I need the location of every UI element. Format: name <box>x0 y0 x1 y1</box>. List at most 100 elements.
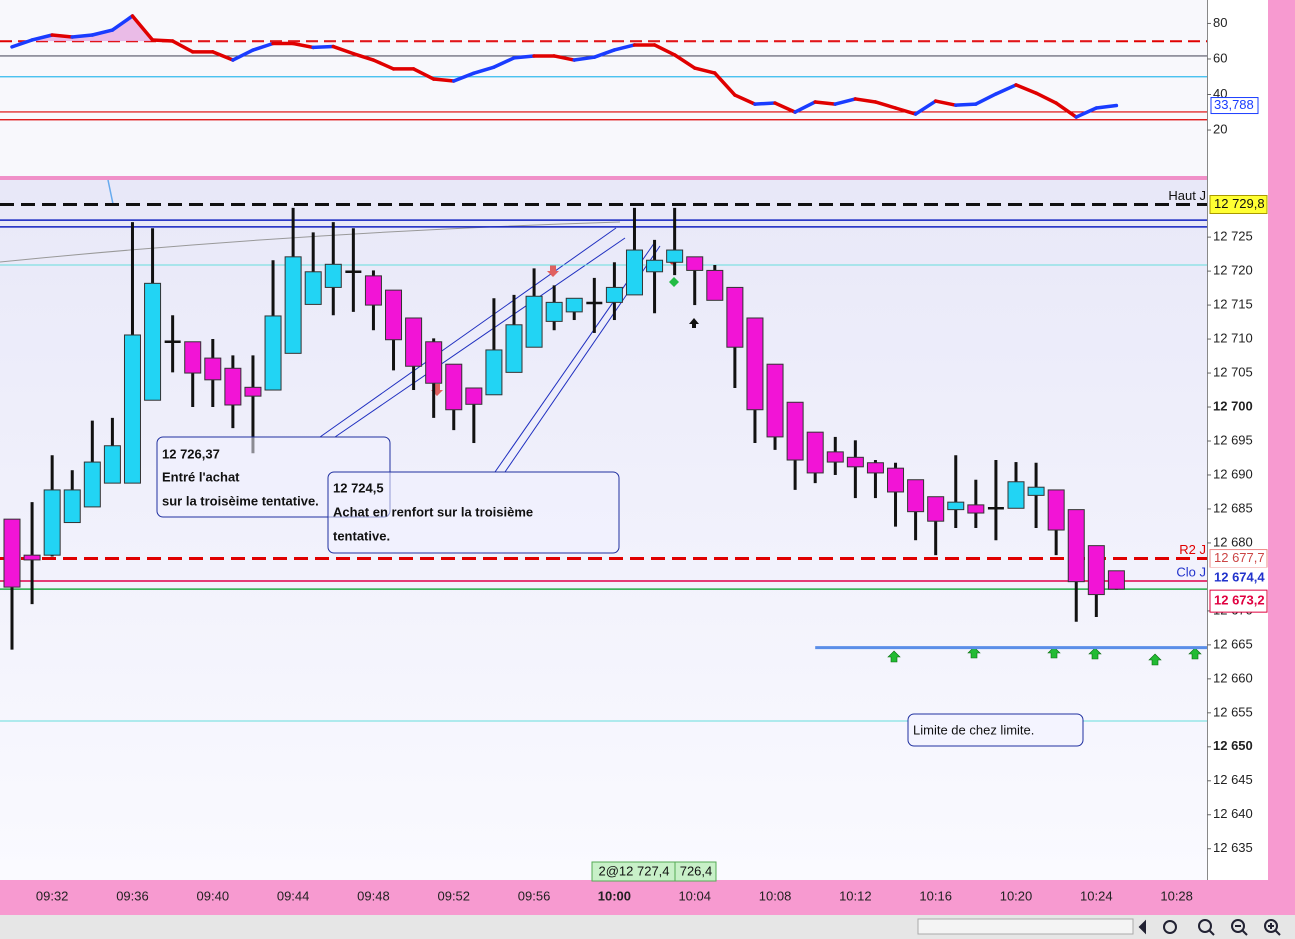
oscillator-segment <box>371 58 396 71</box>
y-tick-label: 12 720 <box>1213 263 1253 278</box>
level-value-label: 12 674,4 <box>1214 569 1265 584</box>
oscillator-segment <box>231 48 255 62</box>
x-tick-label: 09:44 <box>277 888 310 903</box>
oscillator-segment <box>472 65 496 75</box>
level-value-box <box>1209 195 1268 215</box>
annotation-text: Limite de chez limite. <box>913 722 1034 737</box>
candle-body <box>23 554 41 561</box>
candle-body <box>887 467 905 493</box>
candle-body <box>666 249 684 263</box>
oscillator-segment <box>873 100 898 110</box>
y-tick-label: 12 700 <box>1213 398 1253 413</box>
oscillator-segment <box>672 53 697 70</box>
oscillator-segment <box>10 38 34 49</box>
oscillator-segment <box>351 51 376 62</box>
oscillator-segment <box>592 48 617 59</box>
oscillator-segment <box>652 43 677 57</box>
toolbar-icons[interactable] <box>1138 919 1281 936</box>
oscillator-segment <box>1034 91 1058 105</box>
annotation-box <box>907 713 1084 747</box>
y-tick-label: 12 685 <box>1213 500 1253 515</box>
y-tick-label: 12 705 <box>1213 364 1253 379</box>
oscillator-segment <box>211 50 235 62</box>
oscillator-segment <box>753 101 777 106</box>
candle-body <box>1007 481 1025 509</box>
oscillator-segment <box>452 71 476 83</box>
x-tick-label: 09:32 <box>36 888 69 903</box>
candle-body <box>565 297 583 313</box>
annotation-text: Entré l'achat <box>162 469 240 484</box>
candle-body <box>947 501 965 511</box>
annotation-box <box>327 471 620 554</box>
oscillator-segment <box>1014 83 1038 95</box>
oscillator-segment <box>251 41 275 52</box>
overbought-fill <box>12 15 1117 42</box>
y-tick-label: 80 <box>1213 15 1227 30</box>
level-value-label: 12 729,8 <box>1214 196 1265 211</box>
oscillator-segment <box>954 102 978 107</box>
scroll-thumb[interactable] <box>917 918 1134 935</box>
y-tick-label: 12 715 <box>1213 297 1253 312</box>
level-name: Haut J <box>1168 188 1206 203</box>
oscillator-segment <box>130 14 155 42</box>
trade-label: 726,4 <box>680 863 713 878</box>
candle-body <box>967 504 985 514</box>
oscillator-segment <box>994 83 1018 96</box>
oscillator-segment <box>933 99 958 107</box>
side-bar <box>1268 0 1295 939</box>
candle-body <box>1027 486 1045 496</box>
panel-separator <box>0 176 1207 180</box>
y-tick-label: 12 710 <box>1213 330 1253 345</box>
candle-body <box>83 461 101 508</box>
candle-body <box>505 324 523 373</box>
candle-body <box>324 263 342 288</box>
y-tick-label: 20 <box>1213 121 1227 136</box>
candle-body <box>746 317 764 411</box>
x-tick-label: 10:28 <box>1160 888 1193 903</box>
oscillator-segment <box>30 33 54 42</box>
annotation-text: tentative. <box>333 528 390 543</box>
trade-label: 2@12 727,4 <box>598 863 669 878</box>
x-tick-label: 10:04 <box>678 888 711 903</box>
oscillator-segment <box>853 97 878 104</box>
x-tick-label: 09:40 <box>197 888 230 903</box>
oscillator-segment <box>311 44 336 50</box>
candle-body <box>405 317 423 367</box>
x-tick-label: 10:20 <box>1000 888 1033 903</box>
y-tick-label: 12 725 <box>1213 229 1253 244</box>
oscillator-segment <box>974 92 998 106</box>
candle-body <box>625 249 643 296</box>
level-value-label: 12 677,7 <box>1214 550 1265 565</box>
annotation-text: Achat en renfort sur la troisième <box>333 504 533 519</box>
oscillator-segment <box>291 41 315 50</box>
x-tick-label: 09:52 <box>437 888 470 903</box>
y-tick-label: 12 690 <box>1213 466 1253 481</box>
oscillator-segment <box>1094 103 1119 110</box>
candle-body <box>826 451 844 463</box>
oscillator-segment <box>331 44 356 56</box>
level-name: R2 J <box>1179 542 1206 557</box>
candle-body <box>726 286 744 348</box>
y-tick-label: 12 695 <box>1213 432 1253 447</box>
candle-body <box>204 357 222 381</box>
x-tick-label: 09:36 <box>116 888 149 903</box>
candle-body <box>545 301 563 322</box>
value-label-box <box>1210 97 1259 115</box>
candle-body <box>1107 570 1125 590</box>
candle-body <box>1067 509 1085 583</box>
candle-body <box>1087 545 1105 596</box>
candle-body <box>766 363 784 438</box>
oscillator-segment <box>150 38 175 43</box>
candle-body <box>465 387 483 405</box>
y-tick-label: 12 645 <box>1213 772 1253 787</box>
candle-body <box>123 334 141 484</box>
candle-body <box>846 456 864 468</box>
candle-body <box>43 489 61 556</box>
candle-body <box>264 315 282 391</box>
y-tick-label: 12 635 <box>1213 840 1253 855</box>
candle-body <box>425 341 443 384</box>
level-name: Clo J <box>1176 564 1206 579</box>
oscillator-segment <box>773 101 797 114</box>
candle-body <box>605 286 623 303</box>
